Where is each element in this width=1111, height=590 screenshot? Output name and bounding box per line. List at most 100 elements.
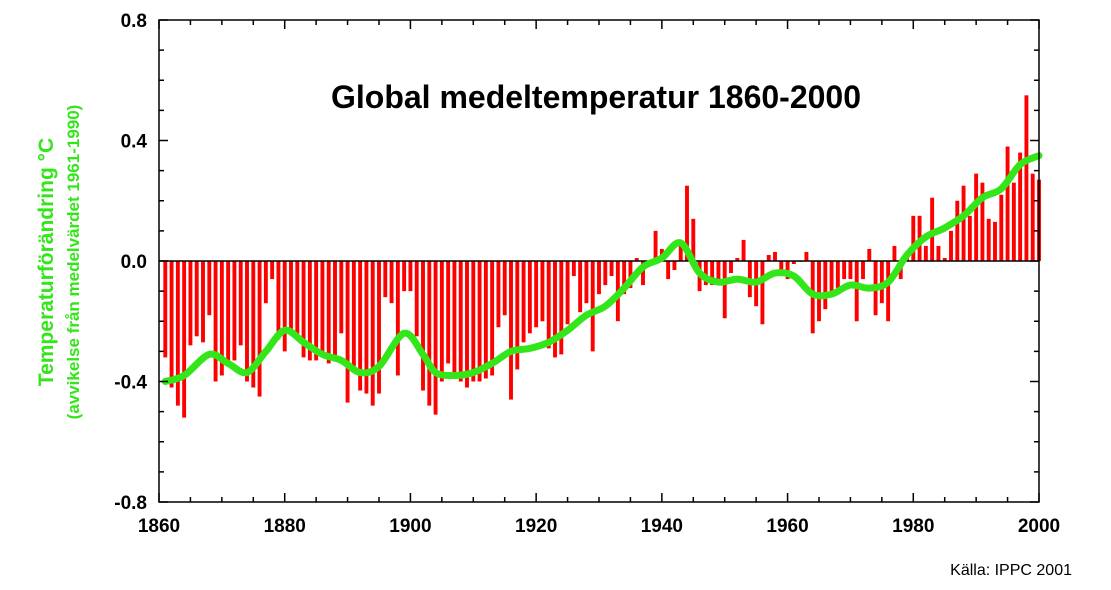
- bar-1868: [207, 261, 212, 316]
- bar-1931: [603, 261, 608, 286]
- bar-1996: [1011, 182, 1016, 261]
- y-tick-label: -0.8: [114, 493, 147, 514]
- bar-1932: [609, 261, 614, 277]
- x-tick-label: 1860: [138, 516, 180, 537]
- bar-1876: [257, 261, 262, 397]
- bar-1894: [370, 261, 375, 406]
- bar-1919: [527, 261, 532, 334]
- bar-1886: [320, 261, 325, 352]
- bar-1987: [955, 200, 960, 261]
- bar-1998: [1024, 95, 1029, 261]
- bar-1872: [232, 261, 237, 361]
- x-tick-label: 1880: [264, 516, 306, 537]
- bar-1895: [377, 261, 381, 394]
- bar-1902: [421, 261, 425, 391]
- bar-1934: [622, 261, 627, 295]
- bar-1971: [854, 261, 859, 322]
- bar-1968: [835, 261, 840, 289]
- bar-1901: [414, 261, 419, 337]
- bar-1985: [942, 257, 947, 261]
- bar-1882: [295, 261, 300, 340]
- bar-1890: [345, 261, 350, 403]
- y-tick-label: 0.4: [121, 132, 148, 153]
- bar-1881: [289, 261, 293, 331]
- bar-1879: [276, 261, 281, 340]
- x-tick-label: 1900: [389, 516, 431, 537]
- bar-1898: [395, 261, 400, 376]
- bar-1984: [936, 245, 941, 261]
- bar-1888: [333, 261, 337, 358]
- bar-1887: [326, 261, 331, 364]
- bar-1966: [823, 261, 828, 310]
- bar-1910: [471, 261, 476, 382]
- bar-1982: [923, 245, 928, 261]
- x-tick-label: 1960: [766, 516, 808, 537]
- bar-1861: [163, 261, 168, 358]
- bar-1995: [1005, 146, 1010, 261]
- bar-1997: [1018, 152, 1023, 261]
- bar-1893: [364, 261, 369, 394]
- bar-1969: [842, 261, 847, 280]
- bar-1869: [213, 261, 218, 382]
- bar-1936: [634, 257, 639, 261]
- bar-1957: [766, 254, 771, 261]
- bar-1906: [446, 261, 451, 364]
- y-tick-label: -0.4: [114, 373, 147, 394]
- bar-1862: [169, 261, 174, 388]
- bar-1899: [402, 261, 407, 292]
- bar-1930: [597, 261, 601, 295]
- bar-1948: [710, 261, 715, 286]
- bar-1958: [773, 251, 777, 261]
- bar-1959: [779, 261, 784, 274]
- bar-1891: [351, 261, 356, 367]
- bar-1928: [584, 261, 589, 304]
- bar-1939: [653, 230, 658, 262]
- source-note: Källa: IPPC 2001: [950, 562, 1072, 579]
- bar-1921: [540, 261, 545, 322]
- y-tick-label: 0.8: [121, 11, 147, 32]
- bar-1925: [565, 261, 570, 325]
- bar-1920: [534, 261, 539, 328]
- bar-1873: [238, 261, 243, 346]
- y-tick-labels: -0.8 -0.4 0.0 0.4 0.8: [114, 11, 147, 514]
- bar-1914: [496, 261, 501, 328]
- smoothed-trend-line: [161, 152, 1043, 385]
- bar-1951: [729, 261, 733, 274]
- x-tick-label: 2000: [1018, 516, 1060, 537]
- bar-1922: [546, 261, 551, 349]
- bar-1884: [307, 261, 312, 361]
- bar-1900: [408, 261, 413, 292]
- bar-1877: [263, 261, 268, 304]
- bar-1892: [358, 261, 363, 391]
- bar-1926: [571, 261, 576, 277]
- bar-1878: [270, 261, 275, 280]
- bar-1989: [967, 215, 972, 261]
- bar-1990: [974, 173, 979, 261]
- y-axis-sublabel: (avvikelse från medelvärdet 1961-1990): [64, 105, 83, 420]
- bar-1947: [703, 261, 708, 286]
- x-tick-labels: 1860 1880 1900 1920 1940 1960 1980 2000: [138, 516, 1060, 537]
- bar-1867: [201, 261, 205, 343]
- bar-1970: [848, 261, 853, 280]
- bar-1941: [666, 261, 671, 280]
- bar-1988: [961, 185, 966, 261]
- bar-1972: [861, 261, 865, 280]
- bar-1911: [477, 261, 482, 382]
- y-tick-label: 0.0: [121, 252, 147, 273]
- y-axis-label: Temperaturförändring °C: [35, 138, 58, 386]
- y-axis-title: Temperaturförändring °C (avvikelse från …: [35, 105, 83, 420]
- bar-1944: [685, 185, 689, 261]
- bar-1935: [628, 261, 633, 289]
- bar-1992: [986, 218, 991, 261]
- bar-1915: [502, 261, 507, 316]
- bar-1863: [175, 261, 180, 406]
- x-tick-label: 1920: [515, 516, 557, 537]
- x-tick-label: 1940: [641, 516, 683, 537]
- bar-1976: [886, 261, 891, 322]
- bar-1916: [509, 261, 513, 400]
- bar-1904: [433, 261, 438, 415]
- bar-1942: [672, 261, 677, 271]
- bar-1994: [999, 194, 1004, 261]
- bar-1866: [194, 261, 199, 337]
